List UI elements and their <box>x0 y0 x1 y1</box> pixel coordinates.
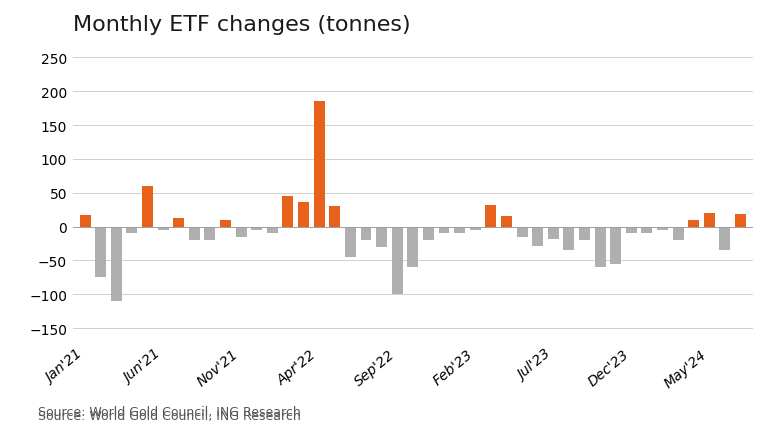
Bar <box>470 227 481 230</box>
Bar <box>220 220 231 227</box>
Bar <box>454 227 465 234</box>
Bar <box>688 220 699 227</box>
Bar <box>174 219 184 227</box>
Bar <box>189 227 200 241</box>
Bar <box>611 227 621 264</box>
Bar <box>80 216 91 227</box>
Bar <box>127 227 137 234</box>
Bar <box>657 227 668 230</box>
Bar <box>313 102 325 227</box>
Bar <box>517 227 528 237</box>
Text: Source:: Source: <box>0 425 1 426</box>
Bar <box>251 227 262 230</box>
Bar <box>532 227 543 246</box>
Bar <box>594 227 605 268</box>
Text: Source:: Source: <box>0 425 1 426</box>
Bar <box>641 227 652 234</box>
Text: Monthly ETF changes (tonnes): Monthly ETF changes (tonnes) <box>73 15 410 35</box>
Text: Source: World Gold Council, ING Research: Source: World Gold Council, ING Research <box>38 409 301 422</box>
Bar <box>267 227 278 234</box>
Bar <box>345 227 356 257</box>
Bar <box>376 227 387 247</box>
Bar <box>501 217 512 227</box>
Bar <box>579 227 590 241</box>
Bar <box>329 207 340 227</box>
Bar <box>423 227 434 241</box>
Bar <box>703 213 715 227</box>
Bar <box>485 205 496 227</box>
Bar <box>439 227 449 234</box>
Bar <box>111 227 122 301</box>
Bar <box>735 215 746 227</box>
Bar <box>283 197 293 227</box>
Bar <box>157 227 168 230</box>
Text: Source: World Gold Council, ING Research: Source: World Gold Council, ING Research <box>38 406 301 418</box>
Bar <box>626 227 637 234</box>
Bar <box>142 187 153 227</box>
Bar <box>548 227 558 239</box>
Bar <box>298 202 309 227</box>
Bar <box>236 227 247 237</box>
Bar <box>673 227 684 241</box>
Bar <box>720 227 730 250</box>
Bar <box>204 227 215 241</box>
Bar <box>95 227 106 278</box>
Bar <box>392 227 402 294</box>
Bar <box>360 227 372 241</box>
Bar <box>564 227 574 250</box>
Bar <box>407 227 419 268</box>
